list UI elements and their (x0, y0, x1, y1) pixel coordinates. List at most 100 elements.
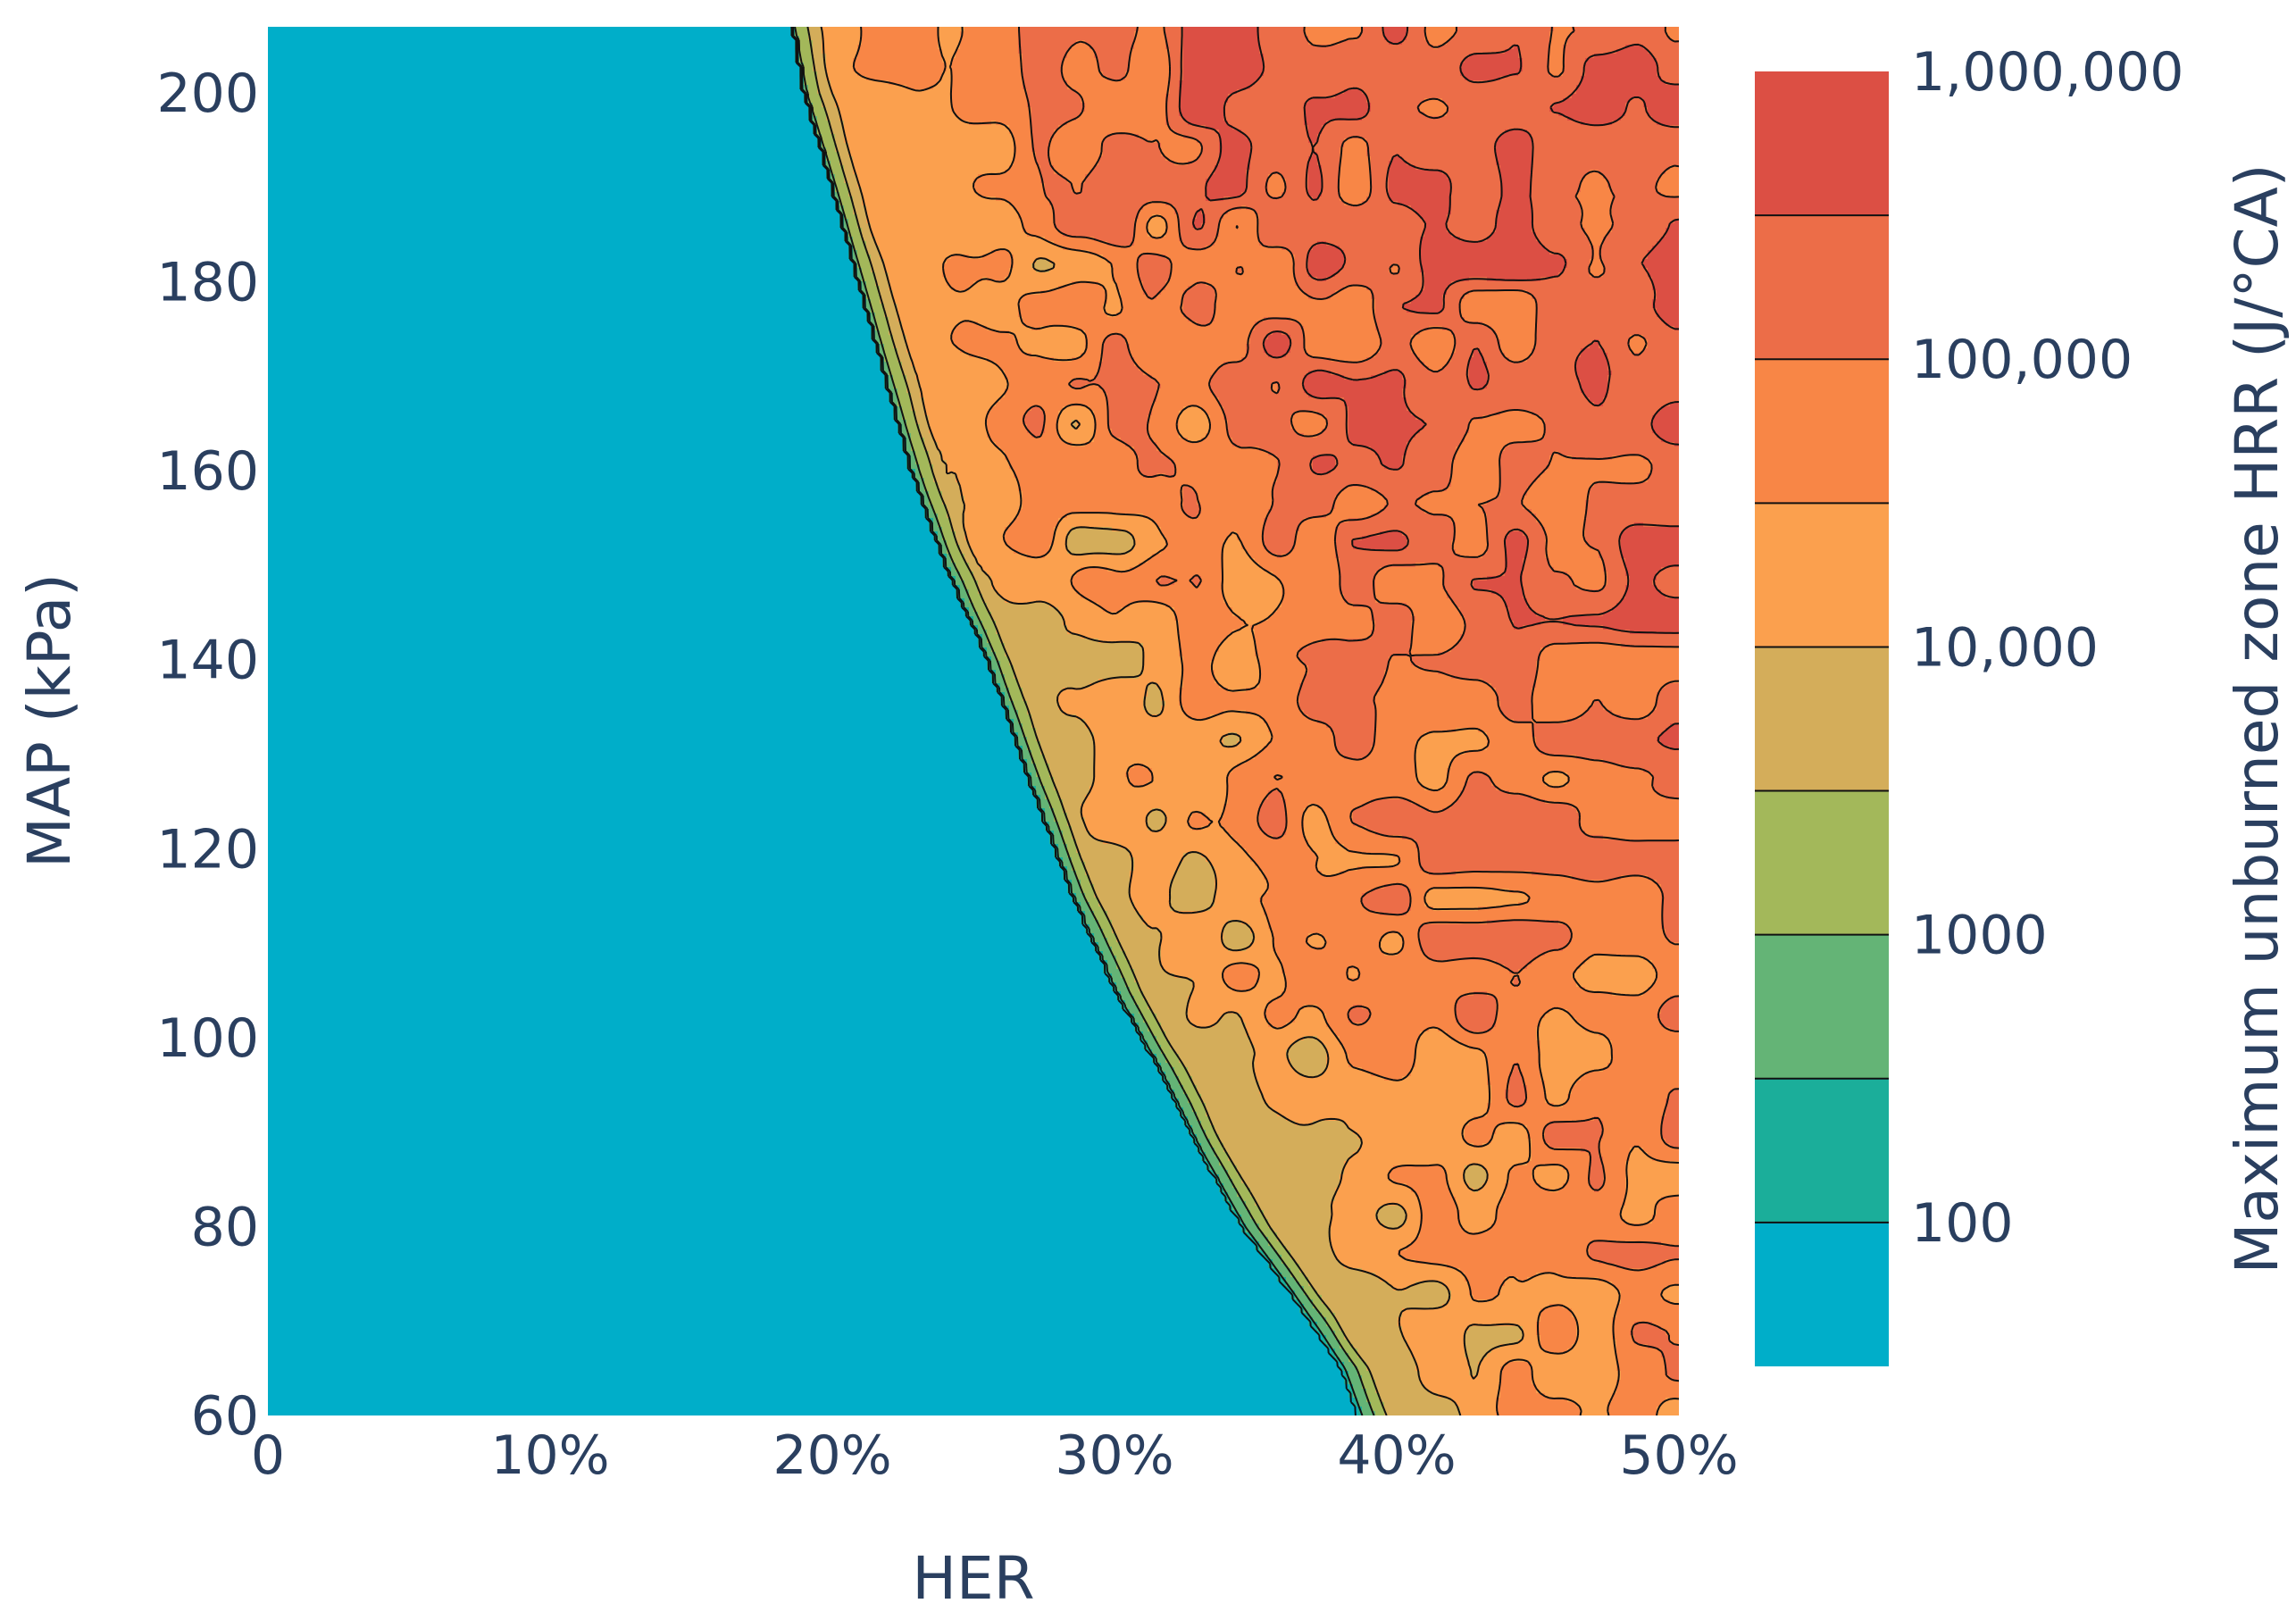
contour-band-cell (1259, 1246, 1273, 1251)
contour-band-cell (1170, 898, 1215, 903)
contour-band-cell (268, 1125, 1189, 1131)
contour-band-cell (893, 335, 907, 340)
contour-band-cell (1344, 1045, 1416, 1050)
contour-band-cell (1192, 1103, 1206, 1108)
contour-band-cell (1259, 1250, 1265, 1256)
contour-band-cell (1603, 1067, 1679, 1073)
contour-band-cell (1076, 875, 1090, 881)
contour-band-cell (1264, 746, 1336, 751)
contour-band-cell (1371, 179, 1390, 184)
contour-band-cell (1246, 205, 1412, 211)
contour-band-cell (1161, 808, 1224, 814)
contour-band-cell (1063, 174, 1086, 180)
contour-band-cell (906, 344, 956, 349)
contour-band-cell (804, 63, 814, 68)
contour-band-cell (1375, 1210, 1407, 1215)
contour-band-cell (1121, 304, 1184, 309)
contour-band-cell (1161, 214, 1180, 220)
contour-band-cell (1304, 831, 1332, 836)
contour-band-cell (1098, 947, 1113, 952)
contour-band-cell (1299, 1282, 1309, 1287)
contour-band-cell (1139, 214, 1153, 220)
contour-band-cell (1380, 938, 1403, 943)
contour-band-cell (1317, 1308, 1332, 1314)
contour-band-cell (1362, 1067, 1412, 1073)
contour-band-cell (1197, 1116, 1211, 1122)
contour-band-cell (906, 451, 916, 456)
contour-band-cell (1197, 281, 1206, 287)
contour-band-cell (268, 317, 867, 322)
contour-band-cell (1407, 536, 1457, 541)
contour-band-cell (915, 478, 925, 483)
contour-band-cell (268, 228, 845, 233)
contour-band-cell (1134, 540, 1166, 546)
contour-band-cell (1648, 250, 1679, 255)
contour-band-cell (1460, 790, 1510, 796)
contour-band-cell (1232, 442, 1354, 447)
contour-band-cell (1143, 647, 1180, 653)
contour-band-cell (915, 473, 921, 479)
contour-band-cell (1201, 223, 1220, 229)
contour-band-cell (1018, 308, 1104, 313)
contour-band-cell (1054, 219, 1135, 224)
contour-band-cell (1264, 545, 1296, 550)
contour-band-cell (1532, 205, 1582, 211)
contour-band-cell (1371, 103, 1421, 108)
contour-band-cell (1581, 179, 1608, 184)
contour-band-cell (880, 286, 889, 291)
contour-band-cell (1223, 598, 1282, 604)
contour-band-cell (268, 156, 822, 162)
contour-band-cell (268, 1237, 1251, 1242)
contour-band-cell (1340, 576, 1376, 581)
contour-band-cell (1183, 58, 1265, 63)
contour-band-cell (1125, 982, 1140, 988)
contour-band-cell (1183, 853, 1202, 858)
contour-band-cell (1241, 1174, 1340, 1180)
contour-band-cell (1398, 1250, 1591, 1256)
contour-band-cell (1085, 826, 1148, 831)
contour-band-cell (1491, 1223, 1679, 1229)
contour-band-cell (1192, 982, 1229, 988)
contour-band-cell (1174, 464, 1278, 470)
contour-band-cell (1143, 205, 1175, 211)
contour-band-cell (1085, 817, 1148, 823)
contour-band-cell (1223, 933, 1256, 939)
contour-band-cell (1036, 764, 1050, 769)
contour-band-cell (1648, 875, 1679, 881)
contour-band-cell (1090, 906, 1104, 912)
contour-band-cell (1549, 1143, 1599, 1148)
contour-band-cell (942, 76, 952, 81)
contour-band-cell (1505, 1192, 1626, 1198)
contour-band-cell (1299, 647, 1412, 653)
contour-band-cell (1130, 853, 1184, 858)
contour-band-cell (1009, 661, 1144, 666)
contour-band-cell (871, 268, 885, 273)
contour-band-cell (1152, 772, 1229, 778)
contour-band-cell (1389, 1282, 1416, 1287)
contour-band-cell (1094, 772, 1126, 778)
contour-band-cell (1286, 1023, 1327, 1028)
contour-band-cell (1014, 728, 1023, 733)
contour-band-cell (1049, 804, 1064, 809)
contour-band-cell (1161, 147, 1202, 153)
contour-band-cell (1384, 1407, 1461, 1412)
contour-band-cell (1152, 402, 1220, 407)
contour-band-cell (1165, 255, 1296, 260)
contour-band-cell (1018, 714, 1032, 720)
contour-band-cell (1268, 723, 1327, 729)
contour-band-cell (1232, 1179, 1242, 1184)
contour-band-cell (268, 1264, 1269, 1269)
contour-band-cell (1500, 339, 1537, 345)
contour-band-cell (1174, 612, 1233, 617)
contour-band-cell (1536, 674, 1679, 680)
contour-band-cell (924, 487, 939, 492)
contour-band-cell (1532, 714, 1582, 720)
contour-band-cell (1246, 1228, 1260, 1233)
contour-band-cell (1317, 1331, 1323, 1336)
contour-band-cell (1630, 576, 1657, 581)
contour-band-cell (1652, 415, 1679, 421)
contour-band-cell (1420, 259, 1568, 264)
contour-band-cell (1027, 768, 1037, 773)
contour-band-cell (1081, 353, 1104, 358)
contour-band-cell (1241, 616, 1269, 622)
